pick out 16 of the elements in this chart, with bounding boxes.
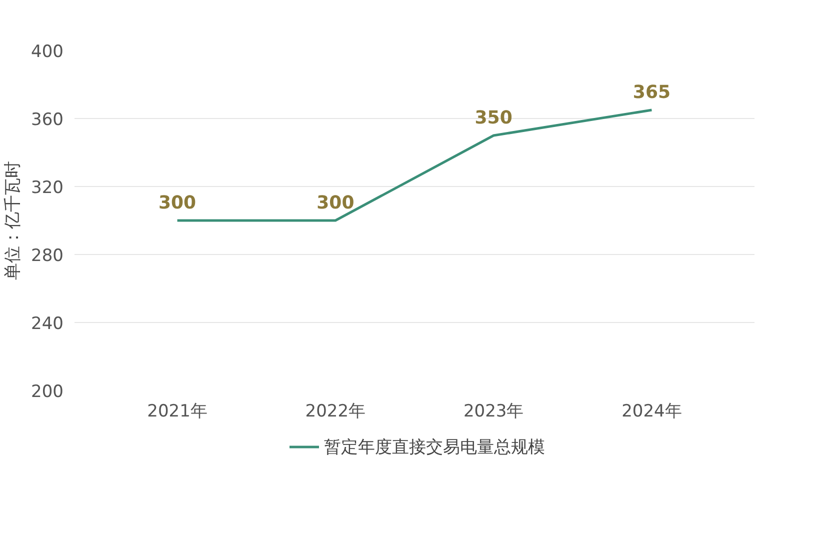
data-label: 350 — [474, 108, 512, 128]
x-tick-label: 2024年 — [622, 402, 682, 422]
data-label: 300 — [316, 192, 354, 214]
y-tick-label: 400 — [31, 42, 64, 62]
data-label: 365 — [632, 82, 670, 103]
y-tick-label: 360 — [31, 110, 64, 130]
data-label: 300 — [158, 192, 196, 214]
x-tick-label: 2023年 — [463, 402, 524, 422]
y-tick-label: 200 — [31, 382, 64, 402]
y-tick-label: 320 — [31, 178, 64, 198]
y-axis-title: 单位：亿千瓦时 — [3, 161, 24, 280]
y-tick-label: 280 — [31, 246, 64, 266]
x-tick-label: 2021年 — [147, 402, 208, 422]
x-tick-label: 2022年 — [305, 402, 366, 422]
legend-label: 暂定年度直接交易电量总规模 — [324, 436, 545, 458]
y-tick-label: 240 — [31, 314, 64, 334]
